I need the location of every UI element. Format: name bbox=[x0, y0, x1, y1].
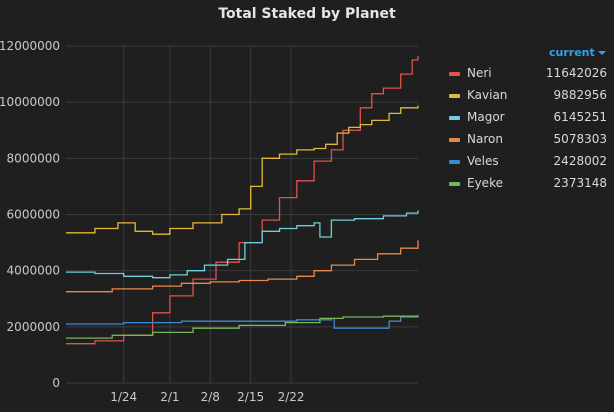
legend-current-value: 6145251 bbox=[553, 110, 607, 124]
series-line-eyeke bbox=[66, 315, 419, 339]
legend-swatch bbox=[449, 182, 460, 186]
legend-series-name: Veles bbox=[467, 154, 499, 168]
series-line-naron bbox=[66, 240, 419, 293]
legend-series-name: Kavian bbox=[467, 88, 508, 102]
series-lines bbox=[66, 56, 419, 345]
legend-current-value: 5078303 bbox=[553, 132, 607, 146]
legend-item-kavian[interactable]: Kavian 9882956 bbox=[444, 86, 610, 106]
x-tick-label: 2/8 bbox=[201, 390, 220, 404]
y-tick-label: 0 bbox=[52, 376, 60, 390]
y-tick-label: 4000000 bbox=[7, 264, 60, 278]
series-line-kavian bbox=[66, 105, 419, 235]
legend-series-name: Eyeke bbox=[467, 176, 503, 190]
y-tick-label: 10000000 bbox=[0, 95, 60, 109]
series-line-neri bbox=[66, 56, 419, 345]
legend-current-value: 11642026 bbox=[545, 66, 607, 80]
legend-current-value: 2373148 bbox=[553, 176, 607, 190]
legend-sort-current[interactable]: current bbox=[549, 46, 606, 59]
series-line-magor bbox=[66, 210, 419, 279]
y-axis: 0 2000000 4000000 6000000 8000000 10000000 120… bbox=[0, 39, 60, 390]
legend-header-label: current bbox=[549, 46, 595, 59]
legend-current-value: 2428002 bbox=[553, 154, 607, 168]
y-tick-label: 6000000 bbox=[7, 208, 60, 222]
legend-swatch bbox=[449, 94, 460, 98]
legend-swatch bbox=[449, 116, 460, 120]
x-tick-label: 2/15 bbox=[237, 390, 264, 404]
y-tick-label: 2000000 bbox=[7, 320, 60, 334]
y-tick-label: 8000000 bbox=[7, 151, 60, 165]
legend-swatch bbox=[449, 138, 460, 142]
legend-item-neri[interactable]: Neri 11642026 bbox=[444, 64, 610, 84]
legend-swatch bbox=[449, 160, 460, 164]
chart-title: Total Staked by Planet bbox=[218, 6, 396, 22]
legend-item-naron[interactable]: Naron 5078303 bbox=[444, 130, 610, 150]
legend-series-name: Magor bbox=[467, 110, 505, 124]
legend-item-veles[interactable]: Veles 2428002 bbox=[444, 152, 610, 172]
caret-down-icon bbox=[597, 51, 606, 55]
legend-current-value: 9882956 bbox=[553, 88, 607, 102]
x-tick-label: 2/22 bbox=[278, 390, 305, 404]
legend-item-magor[interactable]: Magor 6145251 bbox=[444, 108, 610, 128]
x-tick-label: 2/1 bbox=[160, 390, 179, 404]
grid bbox=[66, 45, 418, 384]
legend-item-eyeke[interactable]: Eyeke 2373148 bbox=[444, 174, 610, 194]
legend-series-name: Naron bbox=[467, 132, 503, 146]
x-tick-label: 1/24 bbox=[110, 390, 137, 404]
legend-series-name: Neri bbox=[467, 66, 492, 80]
x-axis: 1/24 2/1 2/8 2/15 2/22 bbox=[110, 390, 304, 404]
legend-swatch bbox=[449, 72, 460, 76]
y-tick-label: 12000000 bbox=[0, 39, 60, 53]
